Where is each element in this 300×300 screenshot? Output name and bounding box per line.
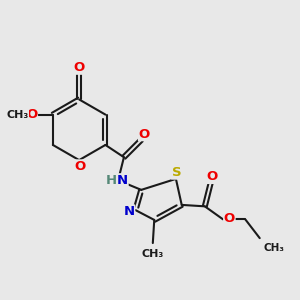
Text: H: H xyxy=(106,174,117,187)
Text: CH₃: CH₃ xyxy=(6,110,28,120)
Text: O: O xyxy=(74,61,85,74)
Text: O: O xyxy=(139,128,150,141)
Text: N: N xyxy=(117,174,128,187)
Text: O: O xyxy=(224,212,235,225)
Text: CH₃: CH₃ xyxy=(263,243,284,253)
Text: N: N xyxy=(124,205,135,218)
Text: CH₃: CH₃ xyxy=(142,249,164,260)
Text: O: O xyxy=(26,108,38,121)
Text: O: O xyxy=(75,160,86,173)
Text: S: S xyxy=(172,166,181,179)
Text: O: O xyxy=(206,170,218,183)
